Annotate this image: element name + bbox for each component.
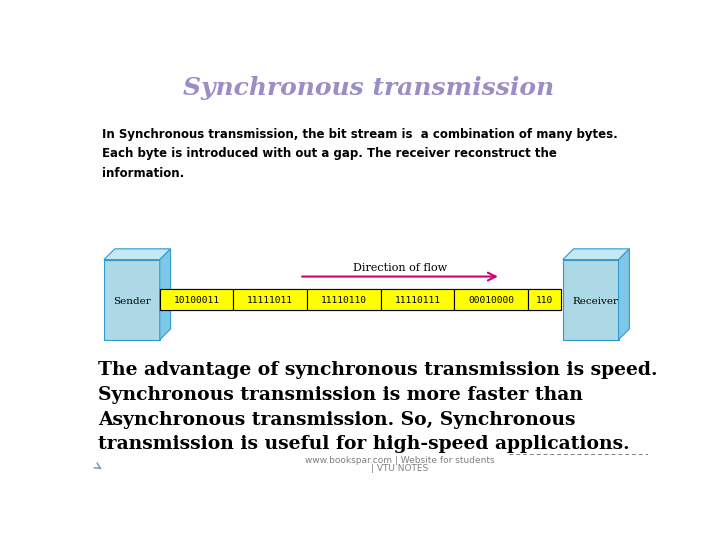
Text: 00010000: 00010000 [468,295,514,305]
Text: Asynchronous transmission. So, Synchronous: Asynchronous transmission. So, Synchrono… [98,410,575,429]
Text: In Synchronous transmission, the bit stream is  a combination of many bytes.
Eac: In Synchronous transmission, the bit str… [102,128,617,180]
Polygon shape [563,260,618,340]
Text: | VTU NOTES: | VTU NOTES [372,464,428,473]
Text: 11110111: 11110111 [395,295,441,305]
Text: Direction of flow: Direction of flow [353,262,447,273]
Text: 10100011: 10100011 [174,295,220,305]
Polygon shape [160,289,233,310]
Polygon shape [160,249,171,340]
Polygon shape [563,249,629,260]
Text: The advantage of synchronous transmission is speed.: The advantage of synchronous transmissio… [98,361,657,379]
Polygon shape [233,289,307,310]
Text: Synchronous transmission is more faster than: Synchronous transmission is more faster … [98,386,582,404]
Polygon shape [307,289,381,310]
Text: 11110110: 11110110 [321,295,367,305]
Text: Sender: Sender [113,298,150,307]
Polygon shape [381,289,454,310]
Polygon shape [104,249,171,260]
Text: 11111011: 11111011 [247,295,293,305]
Text: transmission is useful for high-speed applications.: transmission is useful for high-speed ap… [98,435,629,453]
Text: 110: 110 [536,295,553,305]
Polygon shape [618,249,629,340]
Polygon shape [160,289,561,310]
Polygon shape [104,260,160,340]
Polygon shape [454,289,528,310]
Text: www.bookspar.com | Website for students: www.bookspar.com | Website for students [305,456,495,465]
Polygon shape [528,289,561,310]
Text: Synchronous transmission: Synchronous transmission [184,76,554,100]
Text: Receiver: Receiver [572,298,618,307]
